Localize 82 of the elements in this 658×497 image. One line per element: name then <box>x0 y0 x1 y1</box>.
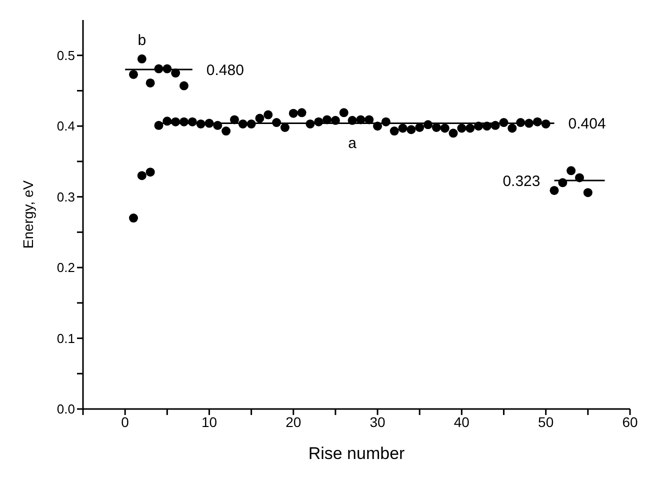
annotation: 0.323 <box>502 172 540 190</box>
x-tick-label: 0 <box>121 414 130 430</box>
y-tick-label: 0.0 <box>56 402 75 417</box>
y-tick-label: 0.3 <box>56 189 75 204</box>
annotation: b <box>138 32 146 49</box>
point <box>516 118 526 128</box>
annotation: a <box>348 134 358 152</box>
y-tick-label: 0.1 <box>56 330 75 346</box>
point <box>230 115 239 124</box>
y-tick-label: 0.2 <box>56 260 75 276</box>
point <box>255 114 264 123</box>
point <box>128 214 138 223</box>
point <box>406 125 416 134</box>
point <box>306 119 315 128</box>
point <box>146 168 155 177</box>
point <box>482 122 492 131</box>
point <box>466 124 475 133</box>
point <box>448 128 458 138</box>
x-tick-label: 50 <box>538 414 554 430</box>
point <box>171 68 180 78</box>
point <box>381 117 390 126</box>
point <box>524 118 534 128</box>
point <box>373 122 382 131</box>
point <box>162 64 172 74</box>
point <box>558 178 568 188</box>
point <box>457 124 466 133</box>
point <box>499 118 508 128</box>
x-tick-label: 20 <box>286 414 302 430</box>
x-axis-title: Rise number <box>308 444 406 463</box>
point <box>432 123 441 132</box>
point <box>322 115 332 124</box>
point <box>154 120 164 130</box>
point <box>146 78 155 88</box>
point <box>154 64 164 74</box>
point <box>222 126 231 136</box>
annotation: 0.404 <box>568 116 606 133</box>
point <box>339 108 348 118</box>
point <box>179 81 188 90</box>
x-tick-label: 40 <box>454 414 470 430</box>
point <box>356 115 366 124</box>
point <box>398 124 408 133</box>
y-axis-title: Energy, eV <box>20 180 36 249</box>
annotation: 0.480 <box>206 62 244 79</box>
point <box>272 118 282 128</box>
point <box>196 119 206 128</box>
y-tick-label: 0.5 <box>56 48 75 63</box>
point <box>288 108 298 118</box>
point <box>415 123 424 132</box>
point <box>162 116 172 126</box>
x-tick-label: 60 <box>622 414 638 430</box>
point <box>532 117 542 126</box>
point <box>137 54 146 64</box>
y-tick-label: 0.4 <box>56 118 75 134</box>
point <box>550 186 559 195</box>
x-tick-label: 30 <box>370 414 386 430</box>
point <box>364 115 374 124</box>
point <box>314 117 324 126</box>
point <box>238 119 248 128</box>
point <box>424 120 433 130</box>
point <box>171 117 180 126</box>
point <box>188 117 197 126</box>
point <box>213 120 222 130</box>
point <box>508 124 517 133</box>
point <box>541 119 550 128</box>
point <box>566 166 576 176</box>
point <box>474 122 484 131</box>
point <box>330 116 340 125</box>
point <box>204 118 214 128</box>
point <box>490 120 500 130</box>
point <box>583 188 592 198</box>
point <box>440 124 450 133</box>
point <box>246 119 256 128</box>
point <box>137 171 146 180</box>
point <box>264 110 273 120</box>
point <box>297 108 306 118</box>
point <box>390 126 399 136</box>
x-tick-label: 10 <box>201 414 218 430</box>
point <box>348 116 357 125</box>
point <box>128 70 138 79</box>
point <box>575 173 584 182</box>
point <box>179 117 188 126</box>
point <box>280 123 290 132</box>
